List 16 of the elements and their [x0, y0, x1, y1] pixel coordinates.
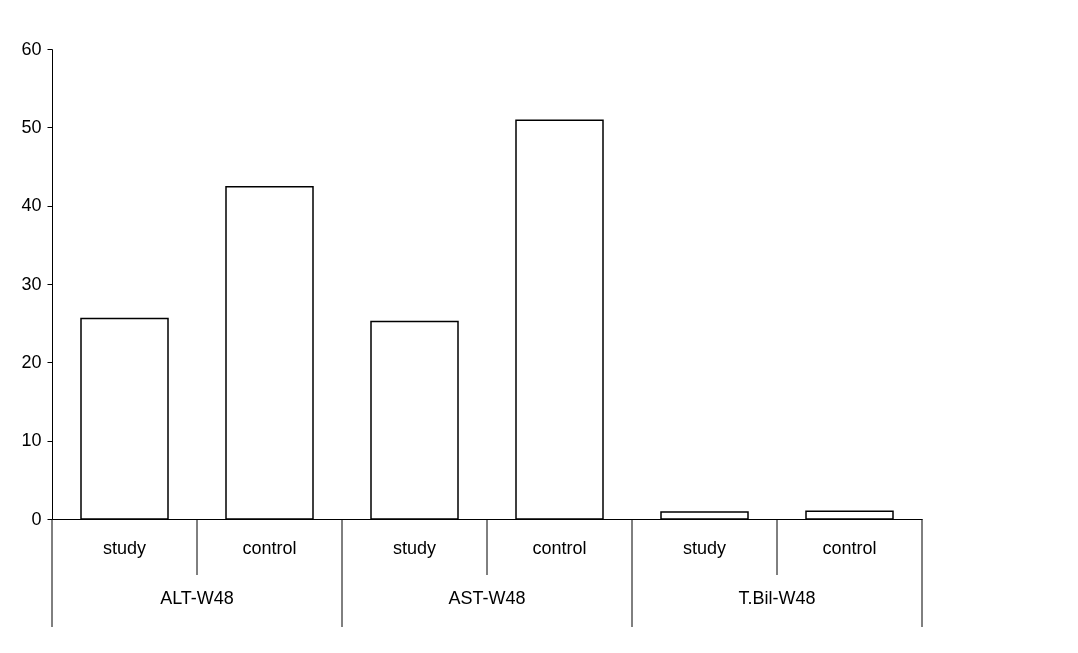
y-tick-label: 10	[21, 430, 42, 451]
y-tick-label: 20	[21, 351, 42, 372]
x-tick-label: study	[392, 538, 437, 558]
y-tick-label: 0	[31, 508, 42, 529]
y-tick-label: 50	[21, 116, 42, 137]
text: T.Bil-W48	[738, 588, 816, 608]
x-tick-label: study	[682, 538, 727, 558]
x-tick-label: control	[532, 538, 587, 558]
text: AST-W48	[448, 588, 526, 608]
text: ALT-W48	[160, 588, 234, 608]
x-tick-label: control	[822, 538, 877, 558]
y-tick-label: 40	[21, 195, 42, 216]
y-tick-label: 60	[21, 38, 42, 59]
x-tick-label: control	[242, 538, 297, 558]
y-tick-label: 30	[21, 273, 42, 294]
x-tick-label: study	[102, 538, 147, 558]
